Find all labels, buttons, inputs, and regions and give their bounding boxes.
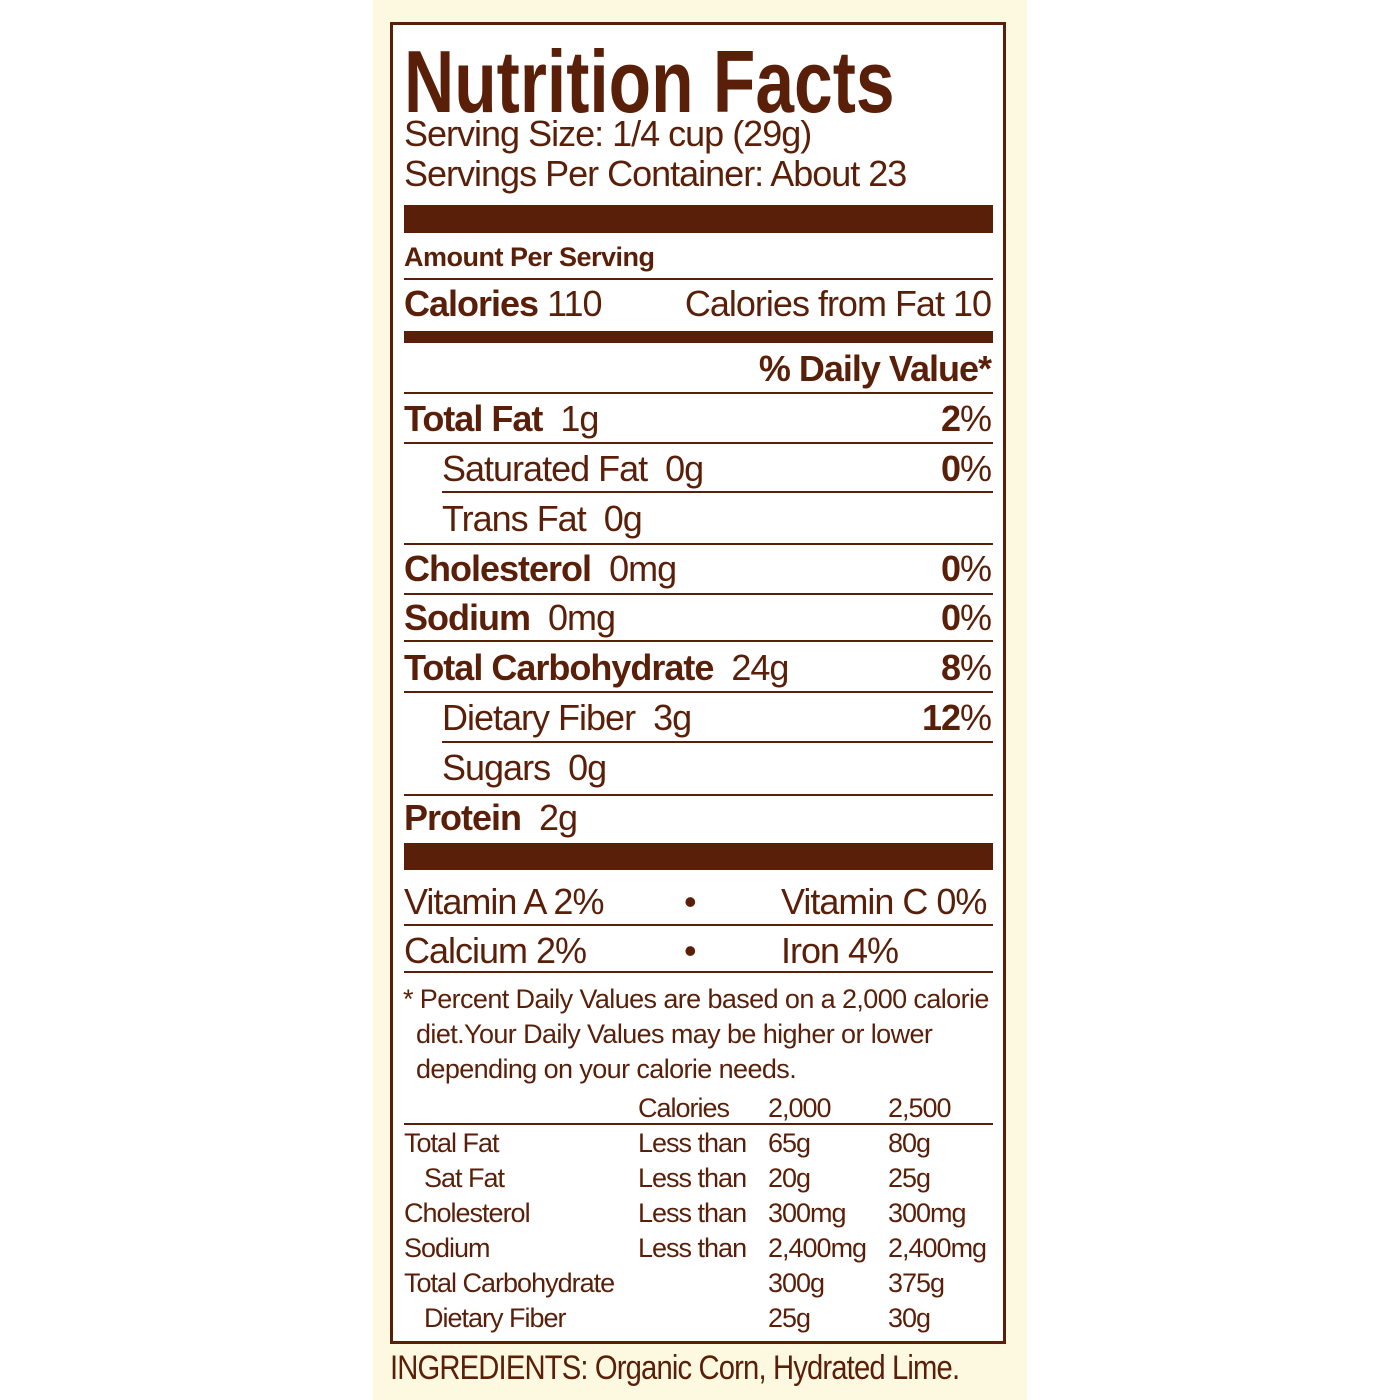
table-cell: 80g bbox=[888, 1128, 931, 1158]
footnote-line-1: * Percent Daily Values are based on a 2,… bbox=[403, 984, 989, 1014]
table-cell: Less than bbox=[638, 1128, 747, 1158]
nutrient-trans-fat: Trans Fat 0g bbox=[442, 498, 643, 539]
calories-row: Calories 110 bbox=[404, 283, 603, 324]
iron: Iron 4% bbox=[781, 930, 899, 971]
bullet: • bbox=[684, 881, 697, 922]
divider bbox=[404, 1123, 993, 1125]
divider bbox=[404, 640, 993, 642]
table-header: 2,000 bbox=[768, 1093, 832, 1123]
calories-value: 110 bbox=[547, 283, 602, 324]
thick-divider bbox=[404, 205, 993, 233]
table-cell: 2,400mg bbox=[888, 1233, 987, 1263]
bullet: • bbox=[684, 930, 697, 971]
divider bbox=[404, 691, 993, 693]
dv-total-carbohydrate: 8% bbox=[940, 647, 992, 688]
divider bbox=[404, 794, 993, 796]
thick-divider bbox=[404, 843, 993, 870]
table-cell: 65g bbox=[768, 1128, 811, 1158]
nutrient-total-carbohydrate: Total Carbohydrate 24g bbox=[404, 647, 789, 688]
table-cell: Cholesterol bbox=[404, 1198, 531, 1228]
nutrient-dietary-fiber: Dietary Fiber 3g bbox=[442, 697, 692, 738]
vitamin-c: Vitamin C 0% bbox=[781, 881, 987, 922]
dv-cholesterol: 0% bbox=[940, 548, 992, 589]
servings-per-container: Servings Per Container: About 23 bbox=[404, 153, 907, 194]
table-cell: 2,400mg bbox=[768, 1233, 867, 1263]
footnote-line-2: diet.Your Daily Values may be higher or … bbox=[416, 1019, 933, 1049]
table-header: Calories bbox=[638, 1093, 730, 1123]
table-cell: Dietary Fiber bbox=[424, 1303, 567, 1333]
label-title: Nutrition Facts bbox=[404, 32, 895, 131]
divider bbox=[404, 543, 993, 545]
nutrient-protein: Protein 2g bbox=[404, 797, 578, 838]
table-cell: 375g bbox=[888, 1268, 945, 1298]
vitamin-a: Vitamin A 2% bbox=[404, 881, 604, 922]
dv-saturated-fat: 0% bbox=[940, 448, 992, 489]
divider bbox=[404, 392, 993, 394]
divider bbox=[404, 442, 993, 444]
divider bbox=[442, 491, 993, 493]
dv-dietary-fiber: 12% bbox=[921, 697, 992, 738]
nutrient-cholesterol: Cholesterol 0mg bbox=[404, 548, 677, 589]
nutrient-sugars: Sugars 0g bbox=[442, 747, 607, 788]
medium-divider bbox=[404, 331, 993, 343]
footnote-line-3: depending on your calorie needs. bbox=[416, 1054, 797, 1084]
daily-value-header: % Daily Value* bbox=[758, 348, 992, 389]
divider bbox=[404, 971, 993, 973]
table-cell: 25g bbox=[768, 1303, 811, 1333]
table-cell: 30g bbox=[888, 1303, 931, 1333]
divider bbox=[404, 924, 993, 926]
amount-per-serving: Amount Per Serving bbox=[404, 242, 655, 272]
table-cell: 300mg bbox=[888, 1198, 967, 1228]
table-cell: Sodium bbox=[404, 1233, 491, 1263]
table-cell: 25g bbox=[888, 1163, 931, 1193]
table-cell: Total Fat bbox=[404, 1128, 500, 1158]
nutrient-saturated-fat: Saturated Fat 0g bbox=[442, 448, 704, 489]
table-cell: Less than bbox=[638, 1198, 747, 1228]
ingredients: INGREDIENTS: Organic Corn, Hydrated Lime… bbox=[390, 1349, 960, 1387]
divider bbox=[442, 741, 993, 743]
serving-size: Serving Size: 1/4 cup (29g) bbox=[404, 113, 812, 154]
dv-sodium: 0% bbox=[940, 597, 992, 638]
table-cell: Sat Fat bbox=[424, 1163, 505, 1193]
table-cell: Total Carbohydrate bbox=[404, 1268, 615, 1298]
table-cell: 20g bbox=[768, 1163, 811, 1193]
table-header: 2,500 bbox=[888, 1093, 952, 1123]
table-cell: Less than bbox=[638, 1233, 747, 1263]
table-cell: 300mg bbox=[768, 1198, 847, 1228]
nutrient-sodium: Sodium 0mg bbox=[404, 597, 616, 638]
divider bbox=[404, 593, 993, 595]
table-cell: Less than bbox=[638, 1163, 747, 1193]
divider bbox=[404, 278, 993, 280]
calcium: Calcium 2% bbox=[404, 930, 587, 971]
dv-total-fat: 2% bbox=[940, 398, 992, 439]
table-cell: 300g bbox=[768, 1268, 825, 1298]
calories-from-fat: Calories from Fat 10 bbox=[684, 283, 992, 324]
calories-label: Calories bbox=[404, 283, 539, 324]
nutrient-total-fat: Total Fat 1g bbox=[404, 398, 599, 439]
